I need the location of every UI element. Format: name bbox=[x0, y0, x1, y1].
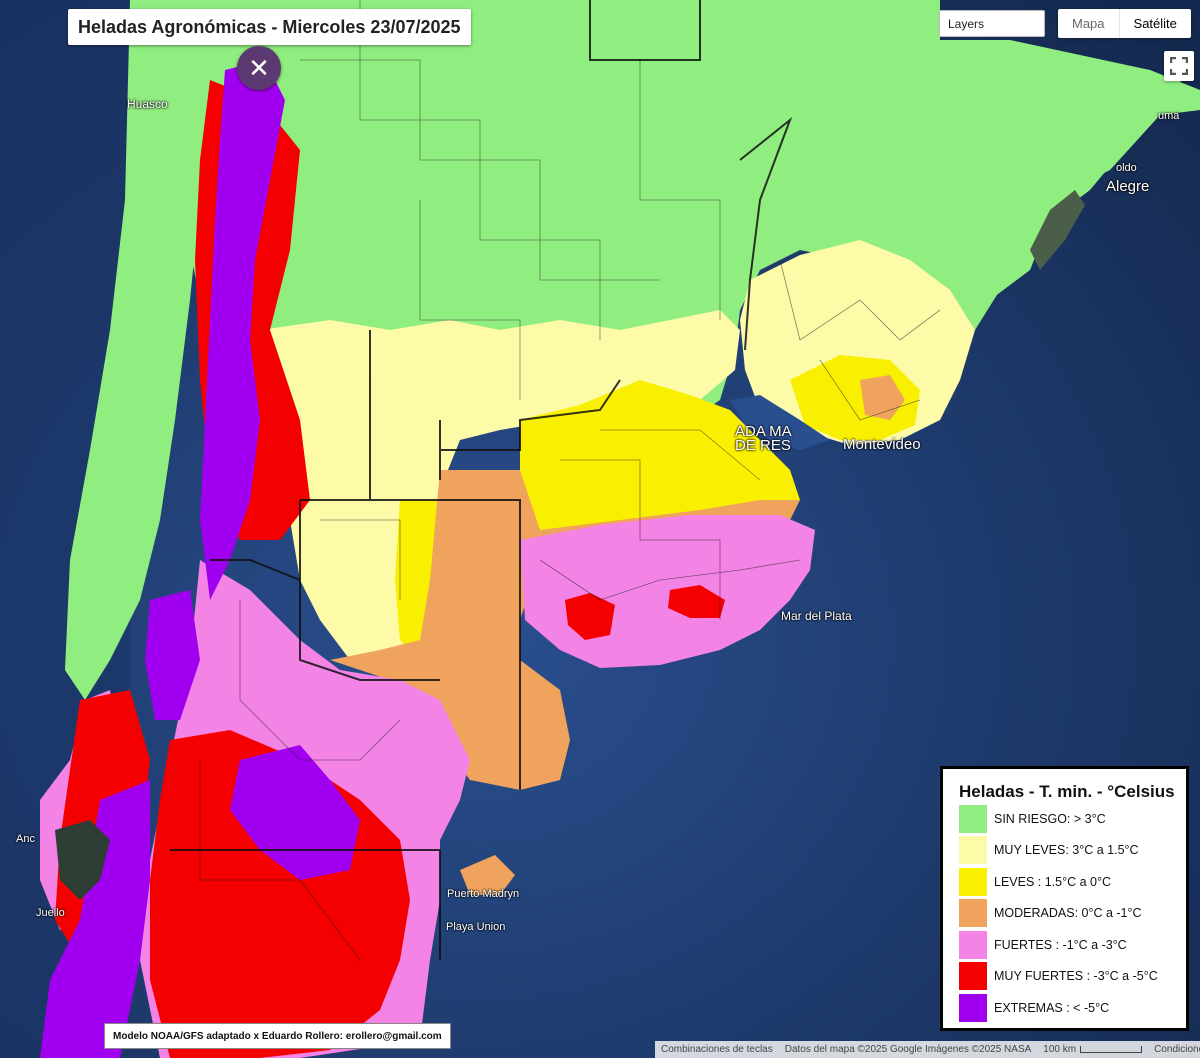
keyboard-shortcuts-link[interactable]: Combinaciones de teclas bbox=[661, 1044, 773, 1055]
place-label-alegre: Alegre bbox=[1106, 178, 1150, 195]
legend-label: LEVES : 1.5°C a 0°C bbox=[994, 875, 1111, 889]
legend-swatch bbox=[959, 899, 987, 927]
legend-swatch bbox=[959, 962, 987, 990]
scale-bar bbox=[1080, 1046, 1143, 1053]
close-icon: ✕ bbox=[248, 52, 270, 83]
legend-item-fuertes: FUERTES : -1°C a -3°C bbox=[959, 931, 1127, 959]
legend-label: FUERTES : -1°C a -3°C bbox=[994, 938, 1127, 952]
zone-sin-riesgo-uruguay bbox=[760, 70, 1190, 300]
legend-item-extremas: EXTREMAS : < -5°C bbox=[959, 994, 1109, 1022]
map-data-attribution: Datos del mapa ©2025 Google Imágenes ©20… bbox=[784, 1044, 1032, 1055]
legend-swatch bbox=[959, 805, 987, 833]
layers-select[interactable]: Layers bbox=[939, 10, 1045, 37]
scale-label: 100 km bbox=[1043, 1044, 1077, 1055]
place-label-buenos-aires: ADA MA DE RES bbox=[735, 423, 791, 454]
place-label-oldo: oldo bbox=[1116, 162, 1137, 174]
legend-swatch bbox=[959, 836, 987, 864]
place-label-montevideo: Montevideo bbox=[843, 436, 921, 453]
place-label-ancud: Anc bbox=[16, 833, 35, 845]
model-credit: Modelo NOAA/GFS adaptado x Eduardo Rolle… bbox=[104, 1023, 451, 1049]
legend-label: EXTREMAS : < -5°C bbox=[994, 1001, 1110, 1015]
zone-muy-fuertes-bsas-2 bbox=[668, 585, 725, 618]
zone-leves-buenos-aires bbox=[520, 380, 800, 530]
zone-moderadas-center bbox=[330, 470, 800, 790]
legend-label: MUY FUERTES : -3°C a -5°C bbox=[994, 969, 1158, 983]
legend-item-muy-leves: MUY LEVES: 3°C a 1.5°C bbox=[959, 836, 1139, 864]
legend-item-moderadas: MODERADAS: 0°C a -1°C bbox=[959, 899, 1142, 927]
chiloe-island bbox=[55, 820, 110, 900]
legend-swatch bbox=[959, 868, 987, 896]
terms-link[interactable]: Condiciones bbox=[1154, 1044, 1200, 1055]
legend-label: MUY LEVES: 3°C a 1.5°C bbox=[994, 843, 1139, 857]
valdes-peninsula bbox=[460, 855, 515, 895]
zone-extremas-southwest bbox=[40, 780, 150, 1058]
laguna-dos-patos bbox=[1030, 190, 1085, 270]
legend-item-sin-riesgo: SIN RIESGO: > 3°C bbox=[959, 805, 1106, 833]
department-lines bbox=[199, 0, 941, 961]
fullscreen-icon bbox=[1170, 57, 1188, 75]
map-type-control: Mapa Satélite bbox=[1058, 9, 1191, 38]
place-label-mar-del-plata: Mar del Plata bbox=[781, 609, 852, 623]
province-boundaries bbox=[170, 0, 793, 960]
zone-extremas-andes-north bbox=[200, 60, 285, 600]
fullscreen-button[interactable] bbox=[1164, 51, 1194, 81]
zone-extremas-south bbox=[230, 745, 360, 880]
map-title: Heladas Agronómicas - Miercoles 23/07/20… bbox=[68, 9, 471, 45]
map-attribution: Combinaciones de teclas Datos del mapa ©… bbox=[655, 1041, 1200, 1058]
place-label-uma: uma bbox=[1158, 110, 1180, 122]
frost-legend: Heladas - T. min. - °Celsius SIN RIESGO:… bbox=[940, 766, 1189, 1031]
legend-item-leves: LEVES : 1.5°C a 0°C bbox=[959, 868, 1111, 896]
scale-indicator[interactable]: 100 km bbox=[1037, 1044, 1148, 1055]
legend-label: SIN RIESGO: > 3°C bbox=[994, 812, 1106, 826]
zone-extremas-central bbox=[145, 590, 200, 720]
legend-swatch bbox=[959, 931, 987, 959]
zone-muy-fuertes-bsas-1 bbox=[565, 593, 615, 640]
map-type-mapa[interactable]: Mapa bbox=[1072, 16, 1105, 31]
legend-swatch bbox=[959, 994, 987, 1022]
zone-sin-riesgo-chile bbox=[65, 0, 210, 700]
map-type-satelite[interactable]: Satélite bbox=[1118, 9, 1191, 38]
legend-item-muy-fuertes: MUY FUERTES : -3°C a -5°C bbox=[959, 962, 1158, 990]
place-label-quellon: Juello bbox=[36, 907, 65, 919]
place-label-puerto-madryn: Puerto Madryn bbox=[447, 888, 520, 900]
legend-title: Heladas - T. min. - °Celsius bbox=[959, 782, 1175, 801]
rio-de-la-plata bbox=[730, 395, 830, 450]
legend-label: MODERADAS: 0°C a -1°C bbox=[994, 906, 1142, 920]
close-button[interactable]: ✕ bbox=[237, 46, 281, 90]
place-label-huasco: Huasco bbox=[127, 97, 168, 111]
place-label-playa-union: Playa Union bbox=[446, 921, 506, 933]
